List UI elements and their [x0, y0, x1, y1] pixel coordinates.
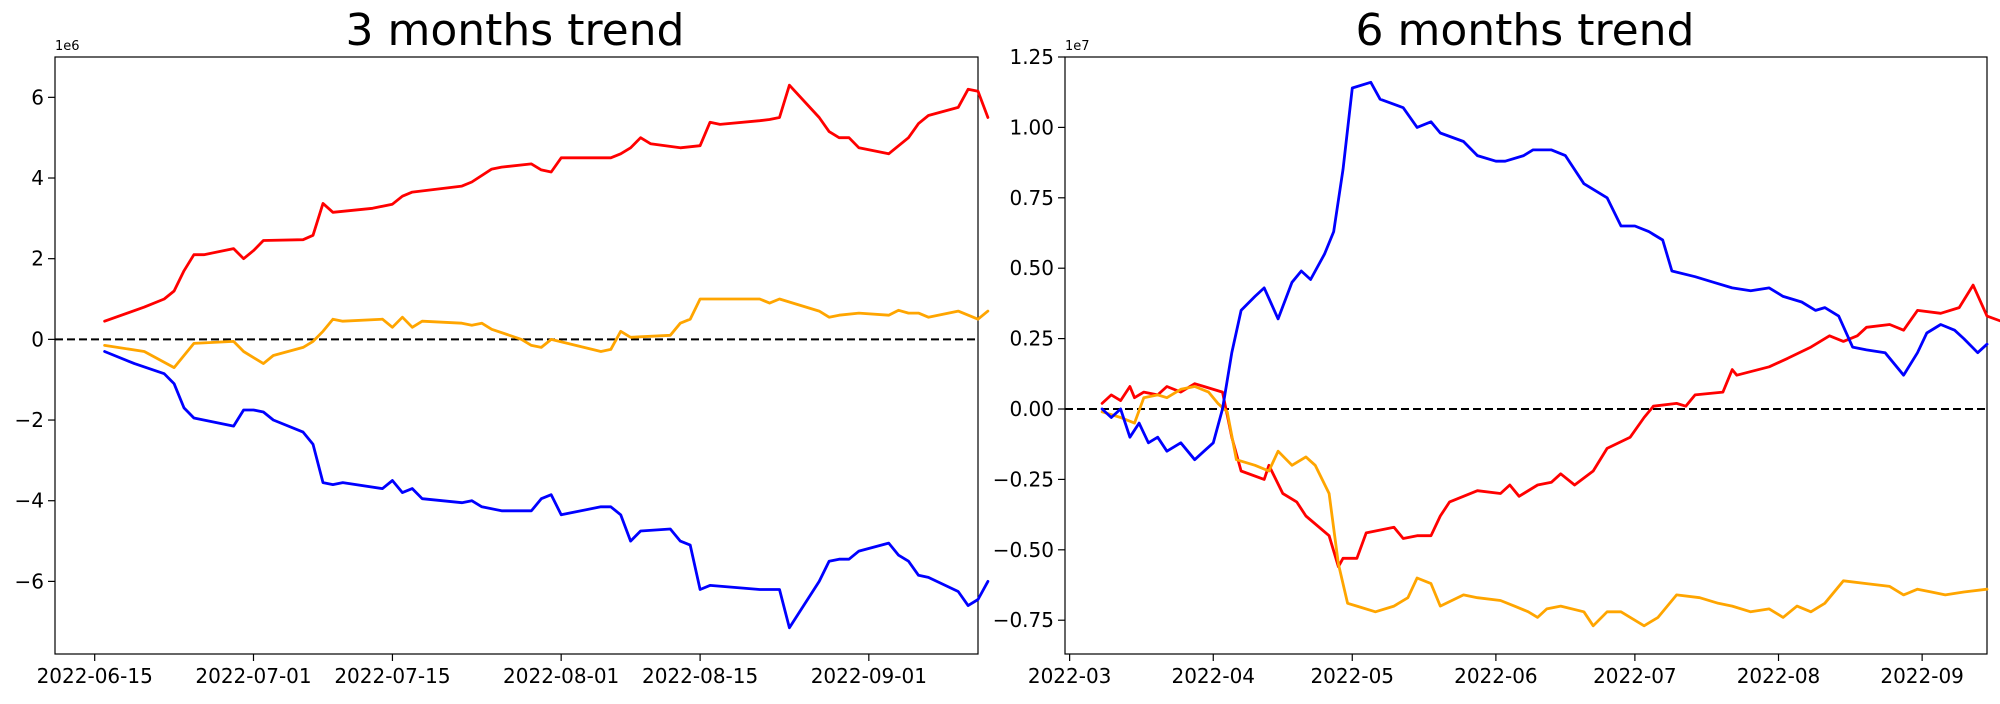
chart-6-months: 6 months trend 1e7 −0.75 −0.50 −0.25 0.00 0.…: [993, 5, 2000, 688]
y-tick-label: −0.25: [993, 467, 1054, 491]
x-tick-label: 2022-07: [1593, 664, 1677, 688]
x-tick-label: 2022-09-01: [811, 664, 927, 688]
series-line: [1100, 80, 1989, 462]
x-tick-label: 2022-07-01: [195, 664, 311, 688]
y-tick-label: 1.00: [1009, 115, 1054, 139]
plot-frame: [1064, 56, 1988, 655]
chart-title: 3 months trend: [346, 5, 685, 56]
plot-frame: [54, 56, 979, 655]
series-line: [103, 83, 990, 323]
y-tick-label: −0.50: [993, 538, 1054, 562]
chart-title: 6 months trend: [1356, 5, 1695, 56]
y-offset-label: 1e6: [55, 39, 80, 54]
x-tick-label: 2022-08-01: [503, 664, 619, 688]
y-tick-label: 0.50: [1009, 256, 1054, 280]
y-tick-label: −6: [15, 569, 44, 593]
x-tick-label: 2022-08: [1737, 664, 1821, 688]
y-tick-label: −2: [15, 408, 44, 432]
x-tick-label: 2022-06: [1454, 664, 1538, 688]
series-line: [103, 297, 990, 369]
x-tick-label: 2022-09: [1880, 664, 1964, 688]
x-tick-label: 2022-08-15: [642, 664, 758, 688]
y-tick-label: 0.75: [1009, 186, 1054, 210]
y-tick-label: −0.75: [993, 608, 1054, 632]
series-line: [1100, 385, 1989, 628]
y-tick-label: 0.25: [1009, 327, 1054, 351]
y-tick-label: 6: [31, 85, 44, 109]
series-line: [103, 350, 990, 630]
y-offset-label: 1e7: [1065, 39, 1090, 54]
plot-marks: −0.75 −0.50 −0.25 0.00 0.25 0.50 0.75 1.00 1.25 2…: [993, 45, 2000, 688]
x-tick-label: 2022-03: [1028, 664, 1112, 688]
y-tick-label: 1.25: [1009, 45, 1054, 69]
x-tick-label: 2022-05: [1310, 664, 1394, 688]
plot-marks: −6 −4 −2 0 2 4 6 2022-06-15 2022-07-01 2022-07-15…: [15, 83, 990, 688]
y-tick-label: 2: [31, 247, 44, 271]
chart-3-months: 3 months trend 1e6 −6 −4 −2 0 2 4 6 2022-06-15 2…: [15, 5, 990, 688]
y-tick-label: 0.00: [1009, 397, 1054, 421]
x-tick-label: 2022-06-15: [37, 664, 153, 688]
y-tick-label: −4: [15, 489, 44, 513]
y-tick-label: 4: [31, 166, 44, 190]
x-tick-label: 2022-04: [1171, 664, 1255, 688]
x-tick-label: 2022-07-15: [334, 664, 450, 688]
y-tick-label: 0: [31, 327, 44, 351]
